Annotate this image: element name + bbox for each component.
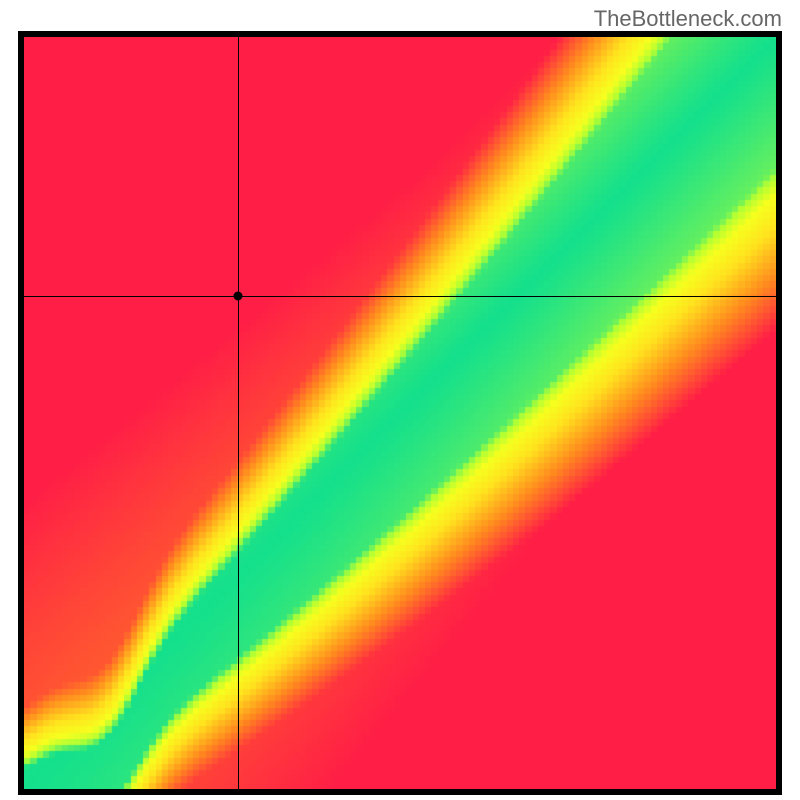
heatmap-canvas <box>24 37 776 789</box>
crosshair-horizontal <box>24 296 776 297</box>
watermark-text: TheBottleneck.com <box>594 6 782 32</box>
crosshair-marker <box>234 292 243 301</box>
plot-area <box>24 37 776 789</box>
crosshair-vertical <box>238 37 239 789</box>
chart-frame <box>18 31 782 795</box>
